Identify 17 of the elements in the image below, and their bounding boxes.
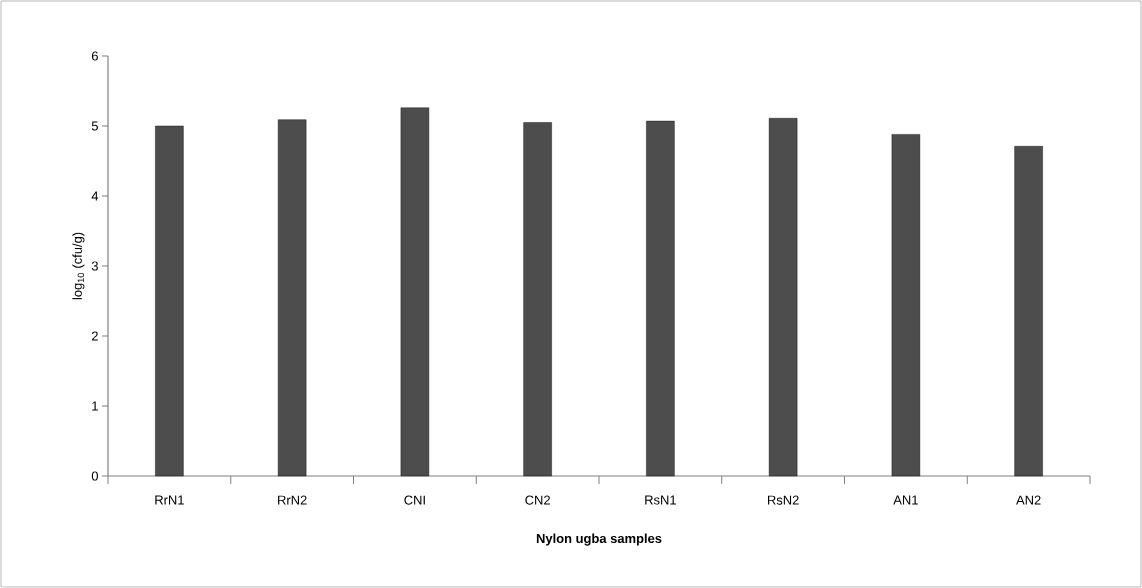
y-tick-label: 1 bbox=[92, 401, 98, 411]
y-tick-label: 3 bbox=[91, 261, 98, 271]
x-tick-label: RrN1 bbox=[155, 495, 184, 505]
y-tick-label: 6 bbox=[91, 51, 98, 61]
y-axis-title: log$_{10}$ (cfu/g) bbox=[72, 232, 85, 300]
y-tick-label: 0 bbox=[91, 471, 98, 481]
x-tick-label: RrN2 bbox=[278, 495, 307, 505]
x-tick-label: RsN2 bbox=[768, 495, 799, 505]
x-tick-label: CNI bbox=[404, 495, 425, 505]
x-tick-label: RsN1 bbox=[645, 495, 676, 505]
y-tick-label: 2 bbox=[91, 331, 98, 341]
x-tick-label: AN2 bbox=[1016, 495, 1041, 505]
x-axis-title: Nylon ugba samples bbox=[536, 533, 662, 546]
x-tick-label: CN2 bbox=[525, 495, 550, 505]
y-tick-label: 5 bbox=[91, 121, 98, 131]
y-tick-label: 4 bbox=[91, 191, 99, 201]
x-tick-label: AN1 bbox=[893, 495, 918, 505]
